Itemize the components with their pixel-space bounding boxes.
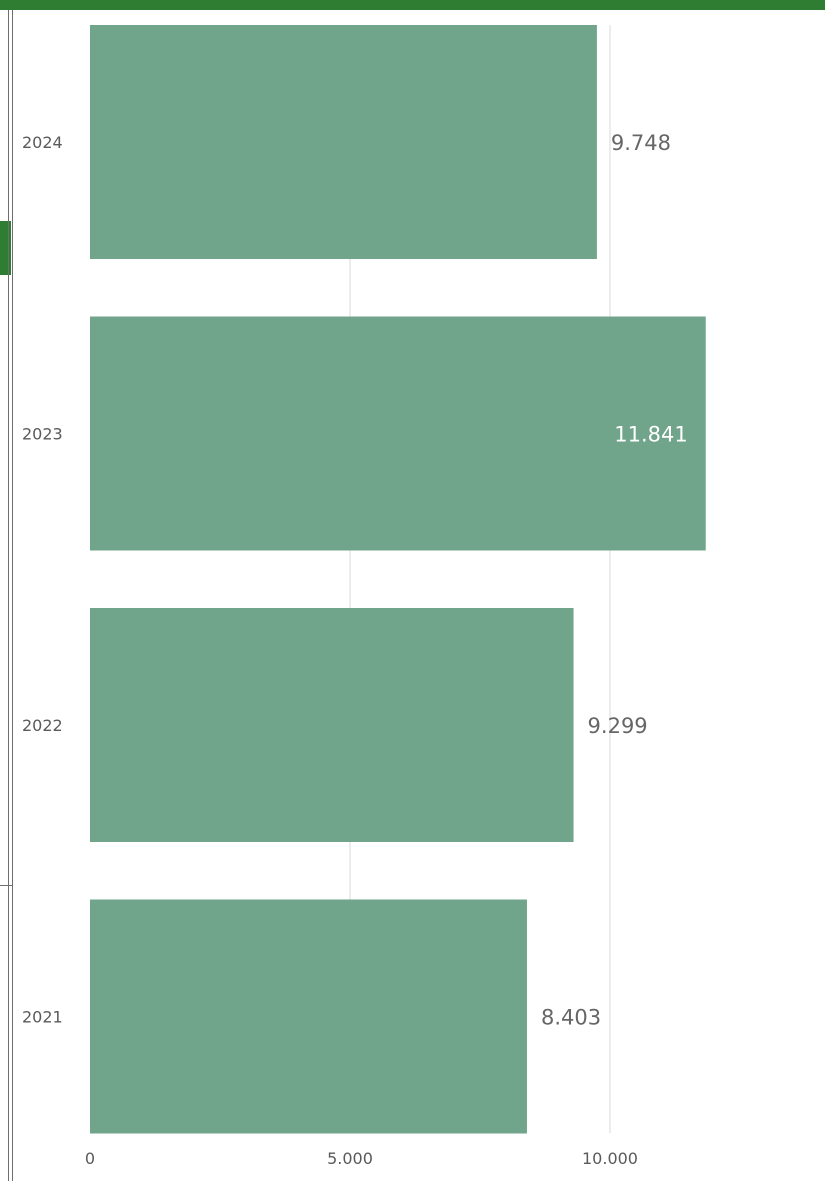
data-labels: 9.748 11.841 9.299 8.403 bbox=[541, 131, 688, 1030]
x-tick-label: 5.000 bbox=[327, 1149, 373, 1168]
category-label-2023: 2023 bbox=[22, 425, 63, 444]
x-tick-label: 0 bbox=[85, 1149, 95, 1168]
data-label-2022: 9.299 bbox=[588, 714, 648, 738]
frame-bottom-segment bbox=[0, 885, 12, 886]
data-label-2023: 11.841 bbox=[614, 423, 687, 447]
category-label-2024: 2024 bbox=[22, 133, 63, 152]
bar-2021[interactable] bbox=[90, 899, 527, 1134]
bar-2022[interactable] bbox=[90, 608, 574, 842]
x-axis-tick-labels: 0 5.000 10.000 bbox=[85, 1149, 638, 1168]
category-label-2021: 2021 bbox=[22, 1008, 63, 1027]
bars bbox=[90, 25, 706, 1134]
category-labels: 2024 2023 2022 2021 bbox=[22, 133, 63, 1027]
x-tick-label: 10.000 bbox=[582, 1149, 638, 1168]
data-label-2024: 9.748 bbox=[611, 131, 671, 155]
bar-2024[interactable] bbox=[90, 25, 597, 259]
category-label-2022: 2022 bbox=[22, 716, 63, 735]
frame-left-inner bbox=[12, 10, 13, 1181]
data-label-2021: 8.403 bbox=[541, 1006, 601, 1030]
bar-2023[interactable] bbox=[90, 316, 706, 551]
frame-left-outer bbox=[8, 10, 9, 1181]
header-banner bbox=[0, 0, 825, 10]
side-panel-tab[interactable] bbox=[0, 221, 11, 275]
